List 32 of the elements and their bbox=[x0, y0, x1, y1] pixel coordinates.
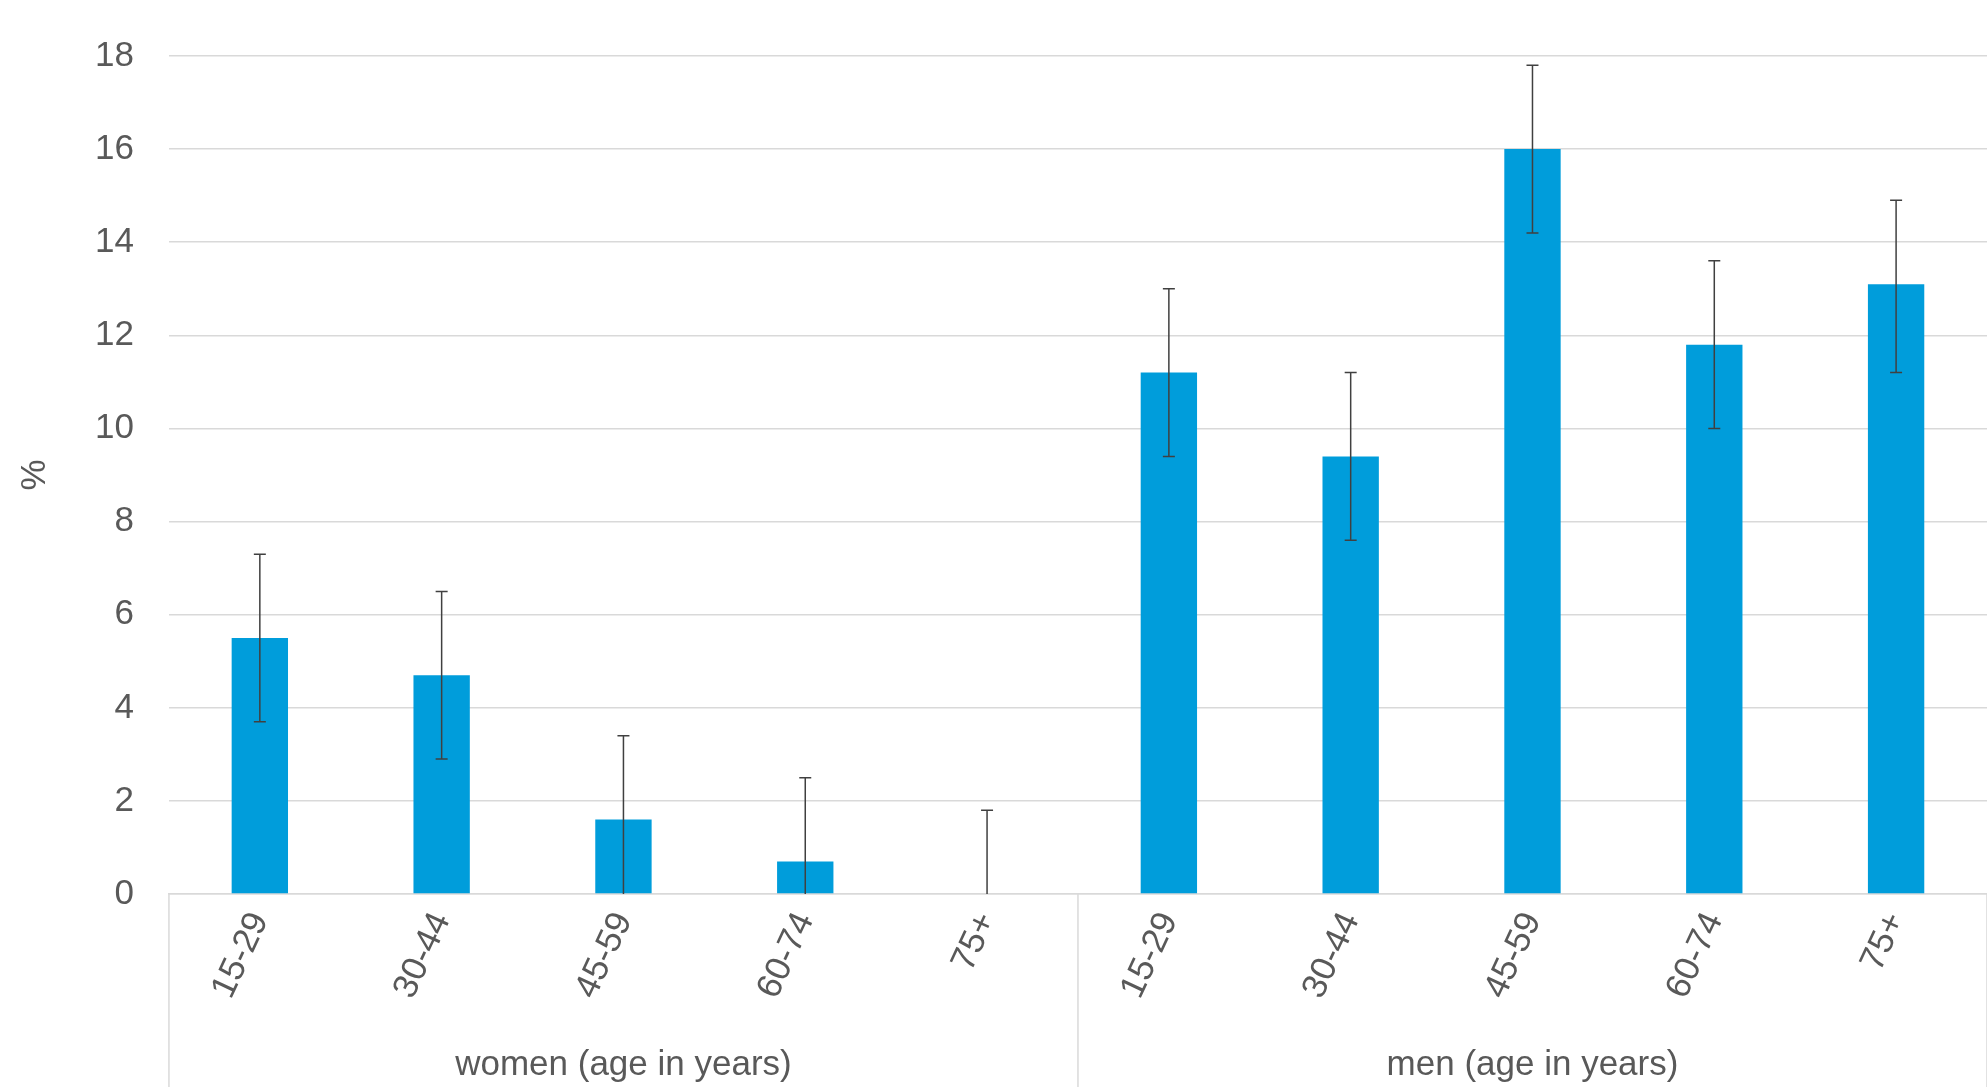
x-tick-label: 75+ bbox=[1850, 905, 1912, 976]
y-tick-label: 16 bbox=[94, 126, 134, 166]
bar bbox=[1867, 284, 1925, 894]
x-tick-label: 60-74 bbox=[747, 905, 821, 1004]
bar bbox=[413, 675, 470, 894]
bar bbox=[1686, 344, 1743, 894]
bar bbox=[1504, 149, 1561, 894]
text: men (age in years) bbox=[1386, 1043, 1679, 1082]
text: women (age in years) bbox=[454, 1043, 792, 1082]
x-tick-label: 75+ bbox=[941, 905, 1003, 976]
y-tick-label: 4 bbox=[114, 685, 134, 725]
y-axis-title: % bbox=[12, 459, 52, 491]
y-tick-label: 12 bbox=[94, 313, 134, 353]
x-tick-label: 30-44 bbox=[383, 905, 457, 1004]
bar bbox=[777, 861, 834, 894]
y-tick-label: 2 bbox=[114, 778, 134, 818]
bar bbox=[1140, 372, 1198, 894]
y-tick-label: 14 bbox=[94, 219, 134, 259]
x-tick-label: 30-44 bbox=[1292, 905, 1366, 1004]
x-tick-label: 45-59 bbox=[1474, 905, 1548, 1004]
y-tick-label: 18 bbox=[94, 33, 134, 73]
x-tick-label: 15-29 bbox=[201, 905, 275, 1004]
bar bbox=[595, 819, 652, 894]
x-tick-label: 15-29 bbox=[1110, 905, 1184, 1004]
bar bbox=[231, 638, 289, 894]
x-tick-label: 60-74 bbox=[1656, 905, 1730, 1004]
y-tick-label: 8 bbox=[114, 499, 134, 539]
y-tick-label: 0 bbox=[114, 871, 134, 911]
y-tick-label: 10 bbox=[94, 406, 134, 446]
y-tick-label: 6 bbox=[114, 592, 134, 632]
bar bbox=[1322, 456, 1379, 894]
x-tick-label: 45-59 bbox=[565, 905, 639, 1004]
